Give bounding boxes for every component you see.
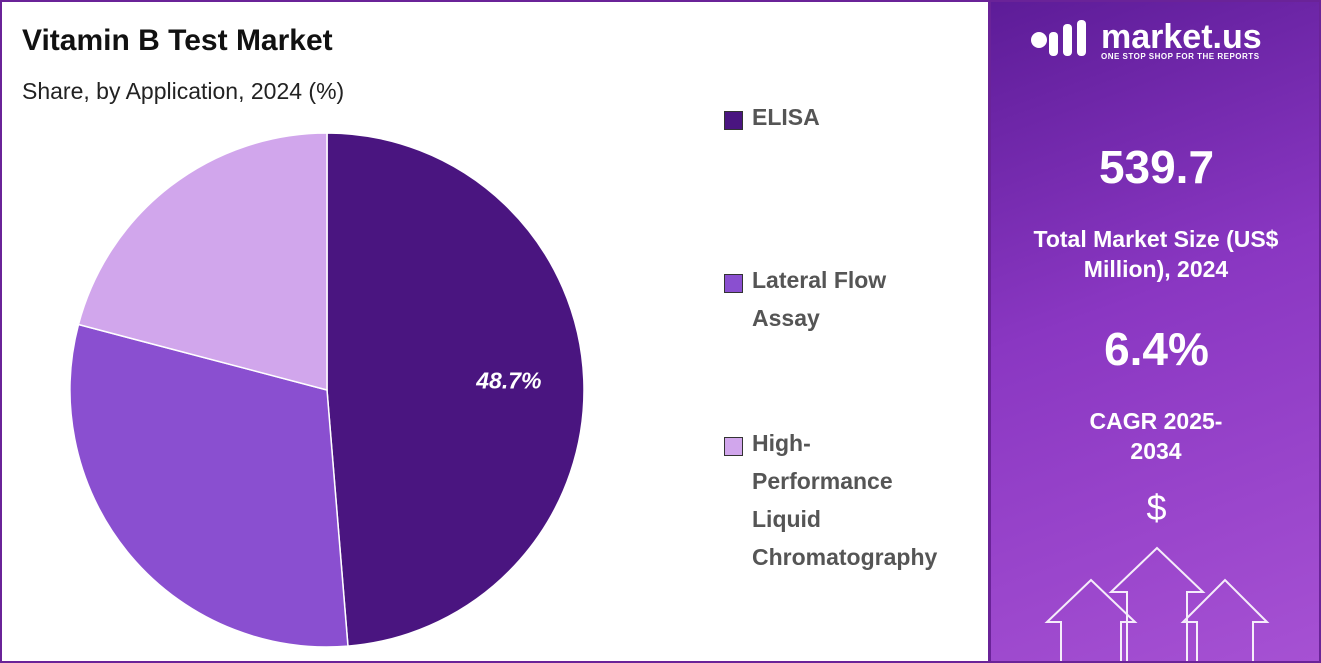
market-size: 539.7 [1098,141,1215,193]
legend-swatch [724,437,743,456]
brand: market.us [1101,18,1262,56]
legend-swatch [724,274,743,293]
data-label: 48.7% [475,368,541,394]
legend-label: ELISA [752,104,820,130]
market-size-label: Total Market Size (US$ Million), 2024 [1033,226,1279,282]
tagline: ONE STOP SHOP FOR THE REPORTS [1101,52,1260,61]
summary-panel: market.us ONE STOP SHOP FOR THE REPORTS … [988,2,1319,661]
pie-slice [77,132,328,391]
currency-icon: $ [1146,487,1167,528]
legend-item: ELISA [724,104,922,136]
legend-swatch [724,111,743,130]
legend-label: High-Performance Liquid Chromatography [752,430,938,570]
decoration [1031,20,1270,661]
chart-subtitle: Share, by Application, 2024 (%) [22,78,345,104]
pie-chart: 48.7% [69,132,585,648]
legend-item: Lateral Flow Assay [724,267,922,337]
chart-title: Vitamin B Test Market [22,24,333,57]
pie-slice [326,132,585,647]
legend-item: High-Performance Liquid Chromatography [724,430,937,576]
cagr: 6.4% [1104,323,1209,375]
pie-slice [69,323,349,648]
cagr-label: CAGR 2025-2034 [1089,408,1223,464]
legend-label: Lateral Flow Assay [752,267,887,331]
